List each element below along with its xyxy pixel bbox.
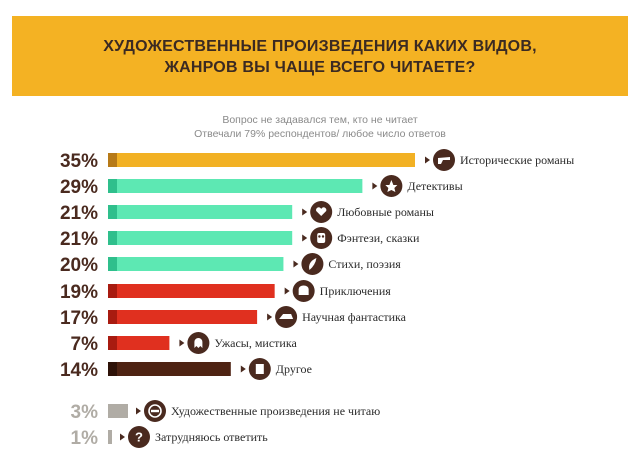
pointer-arrow [425, 156, 430, 164]
book-glyph [255, 364, 264, 374]
category-label: Фэнтези, сказки [337, 231, 420, 245]
bar-row: 7% Ужасы, мистика [71, 332, 298, 355]
bar-row: 19% Приключения [60, 280, 391, 303]
bar [108, 257, 284, 271]
bar-cap [108, 336, 117, 350]
pointer-arrow [136, 407, 141, 415]
ghost-icon [187, 332, 210, 354]
value-label: 17% [60, 308, 98, 329]
subtitle-line-2: Отвечали 79% респондентов/ любое число о… [194, 128, 446, 140]
book-icon [248, 358, 271, 380]
chart-title-line-1: ХУДОЖЕСТВЕННЫЕ ПРОИЗВЕДЕНИЯ КАКИХ ВИДОВ, [103, 38, 537, 55]
pointer-arrow [120, 433, 125, 441]
category-label: Любовные романы [337, 205, 434, 219]
title-banner: ХУДОЖЕСТВЕННЫЕ ПРОИЗВЕДЕНИЯ КАКИХ ВИДОВ,… [12, 16, 628, 96]
category-label: Художественные произведения не читаю [171, 404, 380, 418]
bar [108, 284, 275, 298]
owl-eye-right [321, 235, 325, 238]
ghost-glyph [194, 338, 203, 348]
category-label: Стихи, поэзия [328, 257, 401, 271]
bar-row: 20% Стихи, поэзия [60, 253, 401, 276]
chart-title: ХУДОЖЕСТВЕННЫЕ ПРОИЗВЕДЕНИЯ КАКИХ ВИДОВ,… [12, 36, 628, 78]
gun-icon [433, 149, 455, 171]
bar-row: 1%? Затрудняюсь ответить [71, 426, 268, 449]
pointer-arrow [372, 182, 378, 190]
bar-cap [108, 231, 117, 245]
pointer-arrow [302, 208, 308, 216]
bar [108, 404, 128, 418]
chart-subtitle: Вопрос не задавался тем, кто не читает О… [0, 113, 640, 141]
police-badge-icon [380, 175, 403, 197]
category-label: Затрудняюсь ответить [155, 430, 268, 444]
category-label: Детективы [407, 179, 462, 193]
question-icon: ? [128, 426, 150, 448]
icon-circle [128, 426, 150, 448]
pointer-arrow [284, 287, 290, 295]
category-label: Ужасы, мистика [214, 336, 297, 350]
value-label: 35% [60, 151, 98, 172]
bar-row: 17% Научная фантастика [60, 306, 407, 329]
chart-title-line-2: ЖАНРОВ ВЫ ЧАЩЕ ВСЕГО ЧИТАЕТЕ? [164, 59, 476, 76]
value-label: 3% [71, 402, 99, 423]
owl-eye-left [318, 235, 321, 238]
bar [108, 336, 170, 350]
bar-row: 29% Детективы [60, 175, 463, 198]
category-label: Другое [276, 362, 312, 376]
pointer-arrow [179, 339, 185, 347]
bar [108, 310, 258, 324]
value-label: 14% [60, 360, 98, 381]
bar-cap [108, 153, 117, 167]
value-label: 20% [60, 255, 98, 276]
bar-row: 14% Другое [60, 358, 312, 381]
category-label: Исторические романы [460, 153, 574, 167]
chest-base [298, 289, 309, 295]
pointer-arrow [267, 313, 273, 321]
quill-icon [301, 253, 324, 275]
value-label: 7% [71, 334, 99, 355]
bar [108, 231, 293, 245]
bar-cap [108, 205, 117, 219]
bar [108, 430, 112, 444]
spaceship-icon [275, 306, 298, 328]
no-entry-icon [144, 400, 166, 422]
pointer-arrow [240, 365, 246, 373]
owl-body [317, 233, 326, 243]
bar-row: 35% Исторические романы [60, 149, 574, 172]
value-label: 1% [71, 428, 99, 449]
bar-cap [108, 257, 117, 271]
value-label: 29% [60, 177, 98, 198]
category-label: Научная фантастика [302, 310, 407, 324]
value-label: 21% [60, 229, 98, 250]
heart-icon [310, 201, 333, 223]
bar [108, 179, 363, 193]
bar [108, 153, 415, 167]
bar-cap [108, 362, 117, 376]
no-entry-ring [148, 404, 162, 418]
bar-cap [108, 284, 117, 298]
value-label: 21% [60, 203, 98, 224]
question-glyph: ? [135, 430, 143, 445]
owl-icon [310, 227, 333, 249]
badge-glyph [385, 180, 398, 192]
bar-cap [108, 179, 117, 193]
bar-row: 21% Любовные романы [60, 201, 434, 224]
subtitle-line-1: Вопрос не задавался тем, кто не читает [222, 114, 418, 126]
bar [108, 362, 231, 376]
no-entry-bar [151, 409, 159, 413]
bar-cap [108, 310, 117, 324]
chest-lid [298, 285, 309, 289]
heart-glyph [316, 207, 327, 216]
pointer-arrow [302, 234, 308, 242]
bar-row: 3% Художественные произведения не читаю [71, 400, 380, 423]
bar-row: 21% Фэнтези, сказки [60, 227, 420, 250]
gun-glyph [438, 157, 450, 164]
quill-glyph [309, 258, 317, 270]
spaceship-glyph [279, 314, 294, 319]
bar [108, 205, 293, 219]
pointer-arrow [293, 260, 299, 268]
treasure-chest-icon [292, 280, 315, 302]
value-label: 19% [60, 282, 98, 303]
category-label: Приключения [320, 284, 392, 298]
